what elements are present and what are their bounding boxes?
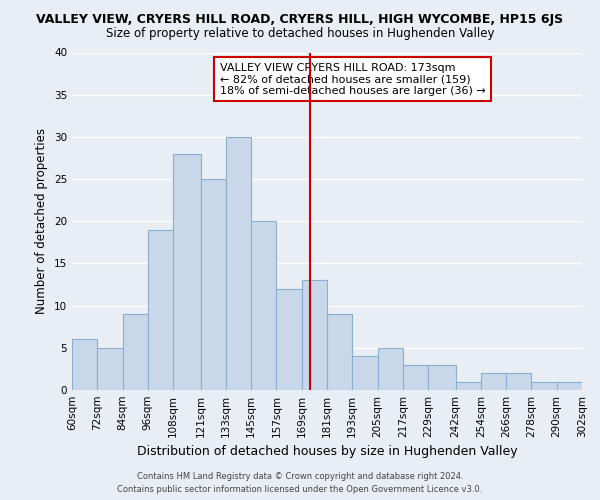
Bar — [377, 348, 403, 390]
Bar — [148, 230, 173, 390]
Bar — [226, 137, 251, 390]
Bar — [455, 382, 481, 390]
Bar — [200, 179, 226, 390]
Bar — [352, 356, 377, 390]
Bar — [122, 314, 148, 390]
Text: Contains HM Land Registry data © Crown copyright and database right 2024.
Contai: Contains HM Land Registry data © Crown c… — [118, 472, 482, 494]
Y-axis label: Number of detached properties: Number of detached properties — [35, 128, 49, 314]
Text: Size of property relative to detached houses in Hughenden Valley: Size of property relative to detached ho… — [106, 28, 494, 40]
Bar — [277, 289, 302, 390]
Bar — [481, 373, 506, 390]
Bar — [97, 348, 122, 390]
Text: VALLEY VIEW, CRYERS HILL ROAD, CRYERS HILL, HIGH WYCOMBE, HP15 6JS: VALLEY VIEW, CRYERS HILL ROAD, CRYERS HI… — [37, 12, 563, 26]
Bar — [403, 364, 428, 390]
Bar — [532, 382, 557, 390]
Bar — [506, 373, 532, 390]
Bar — [173, 154, 200, 390]
Bar — [557, 382, 582, 390]
Bar — [251, 221, 277, 390]
X-axis label: Distribution of detached houses by size in Hughenden Valley: Distribution of detached houses by size … — [137, 446, 517, 458]
Text: VALLEY VIEW CRYERS HILL ROAD: 173sqm
← 82% of detached houses are smaller (159)
: VALLEY VIEW CRYERS HILL ROAD: 173sqm ← 8… — [220, 62, 485, 96]
Bar — [72, 340, 97, 390]
Bar — [428, 364, 455, 390]
Bar — [327, 314, 352, 390]
Bar — [302, 280, 327, 390]
